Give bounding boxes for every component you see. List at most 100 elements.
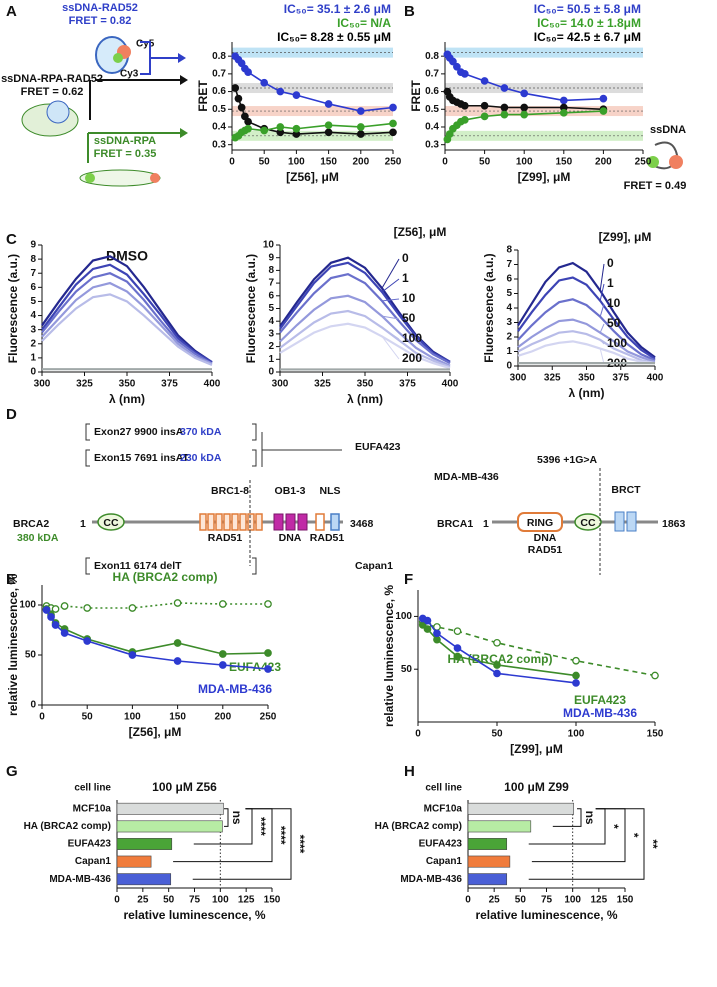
y-axis-label: FRET [409, 80, 423, 112]
data-point [651, 671, 659, 680]
data-point [292, 124, 301, 133]
series-label: 200 [402, 351, 422, 365]
y-tick-label: 0.6 [425, 86, 439, 97]
spectrum-line [279, 273, 451, 365]
y-tick-label: 7 [506, 259, 512, 270]
x-tick-label: 75 [189, 895, 201, 906]
y-tick-label: 0.8 [425, 51, 439, 62]
y-tick-label: 0 [506, 361, 512, 372]
data-point [460, 116, 469, 124]
diagram-label: 370 kDA [180, 426, 222, 438]
data-point [173, 599, 182, 607]
y-tick-label: 5 [268, 303, 274, 314]
data-point [264, 665, 272, 673]
spectrum-line [517, 340, 656, 365]
data-point [520, 103, 529, 112]
diagram-label: DNA [534, 532, 557, 544]
x-axis-label: λ (nm) [109, 392, 145, 406]
arrow [180, 75, 188, 85]
data-point [128, 651, 137, 659]
y-tick-label: 0.7 [212, 69, 226, 80]
data-point [500, 110, 509, 119]
x-tick-label: 200 [214, 712, 231, 723]
data-point [480, 77, 489, 85]
y-tick-label: 100 [395, 611, 412, 622]
connector [89, 79, 180, 120]
diagram-label: EUFA423 [355, 441, 401, 453]
y-tick-label: 3 [268, 329, 274, 340]
label-leader [381, 327, 400, 340]
chart-title: 100 μM Z56 [152, 780, 217, 794]
y-tick-label: 5 [506, 288, 512, 299]
data-point [389, 103, 397, 112]
diagram-d: Exon27 9900 insA 370 kDA Exon15 7691 ins… [13, 423, 686, 575]
diagram-label: BRCT [611, 484, 641, 496]
data-point [231, 84, 240, 92]
data-point [237, 103, 246, 112]
legend-title: [Z56], μM [394, 225, 447, 239]
data-point [292, 91, 301, 99]
y-tick-label: 6 [268, 290, 274, 301]
y-tick-label: 8 [506, 245, 512, 256]
label-leader [381, 258, 400, 289]
cc-domain [574, 513, 602, 531]
series-label: 1 [402, 271, 409, 285]
data-point [244, 124, 252, 133]
significance-label: **** [274, 826, 288, 845]
y-tick-label: 7 [268, 278, 274, 289]
annotation: IC₅₀= 42.5 ± 6.7 μM [534, 30, 641, 44]
data-point [520, 89, 529, 98]
schematic-label: ssDNA-RAD52 [62, 2, 138, 14]
data-point [264, 600, 272, 608]
y-tick-label: 4 [506, 303, 512, 314]
data-point [572, 679, 580, 687]
x-tick-label: 375 [161, 379, 178, 390]
annotation: IC₅₀= 8.28 ± 0.55 μM [277, 30, 391, 44]
x-tick-label: 350 [578, 373, 595, 384]
data-point [500, 84, 509, 92]
diagram-label: RAD51 [208, 532, 243, 544]
series-label: MDA-MB-436 [563, 706, 637, 720]
ssdna-strand [651, 141, 679, 170]
x-axis-label: λ (nm) [347, 392, 383, 406]
label-leader [381, 336, 400, 360]
data-point [389, 119, 397, 128]
y-tick-label: 1 [30, 353, 36, 364]
diagram-label: RAD51 [310, 532, 345, 544]
x-tick-label: 75 [541, 895, 553, 906]
spectrum-line [41, 255, 213, 364]
x-tick-label: 150 [169, 712, 186, 723]
annotation: IC₅₀= 35.1 ± 2.6 μM [284, 2, 391, 16]
data-point [460, 101, 469, 110]
y-tick-label: 4 [30, 310, 36, 321]
y-tick-label: MCF10a [424, 803, 463, 814]
diagram-label: Exon15 7691 insAT [94, 452, 190, 464]
data-point [520, 110, 529, 119]
x-tick-label: 100 [124, 712, 141, 723]
reference-band [445, 83, 643, 94]
y-tick-label: 10 [263, 240, 275, 251]
diagram-label: BRCA1 [437, 518, 473, 530]
y-tick-label: 9 [30, 240, 36, 251]
category-title: cell line [74, 783, 111, 794]
significance-label: ns [583, 811, 597, 825]
x-axis-label: relative luminescence, % [123, 908, 265, 922]
x-tick-label: 200 [352, 157, 369, 168]
data-point [51, 621, 60, 629]
y-tick-label: 0.4 [212, 122, 226, 133]
diagram-label: 1863 [662, 518, 686, 530]
x-tick-label: 0 [442, 157, 448, 168]
significance-bracket [528, 808, 645, 880]
panel-label: A [6, 3, 17, 20]
brct-domain [626, 511, 637, 532]
schematic-label: Cy3 [120, 69, 139, 80]
data-point [449, 57, 457, 66]
spectrum-line [517, 298, 656, 362]
data-point [324, 121, 333, 130]
x-tick-label: 25 [489, 895, 501, 906]
y-tick-label: 1 [506, 346, 512, 357]
label-leader [381, 315, 400, 320]
label-leader [599, 303, 605, 317]
